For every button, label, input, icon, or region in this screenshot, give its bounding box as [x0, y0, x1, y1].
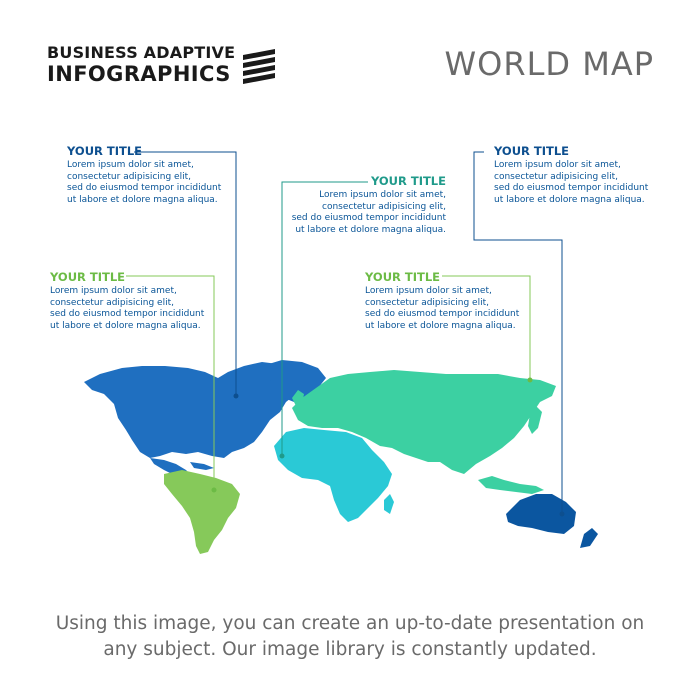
callout-text: Lorem ipsum dolor sit amet, [494, 160, 621, 170]
callout-europe: YOUR TITLE Lorem ipsum dolor sit amet, c… [246, 174, 446, 236]
new-zealand-region[interactable] [580, 528, 598, 548]
callout-text: ut labore et dolore magna aliqua. [365, 320, 516, 331]
callout-south-america: YOUR TITLE Lorem ipsum dolor sit amet, c… [50, 270, 250, 332]
callout-text: sed do eiusmod tempor incididunt [50, 309, 205, 319]
eurasia-region[interactable] [292, 370, 556, 474]
diagonal-stripes-icon [243, 49, 276, 84]
leader-line-north-america [134, 151, 237, 396]
leader-dot-australia [559, 511, 565, 517]
leader-line-australia [473, 151, 563, 514]
callout-text: consectetur adipisicing elit, [322, 201, 446, 212]
callout-text: Lorem ipsum dolor sit amet, [50, 286, 177, 296]
callout-australia: YOUR TITLE Lorem ipsum dolor sit amet, c… [494, 144, 694, 206]
callout-text: consectetur adipisicing elit, [494, 171, 618, 182]
footer-caption: Using this image, you can create an up-t… [20, 611, 680, 663]
greenland-region[interactable] [262, 360, 326, 402]
logo-line2: INFOGRAPHICS [47, 62, 231, 86]
footer-line1: Using this image, you can create an up-t… [55, 613, 645, 634]
logo: BUSINESS ADAPTIVE INFOGRAPHICS [47, 44, 279, 86]
callout-text: sed do eiusmod tempor incididunt [494, 183, 649, 193]
leader-line-south-america [126, 275, 215, 490]
south-america-region[interactable] [164, 470, 240, 554]
callout-title: YOUR TITLE [494, 144, 570, 158]
callout-asia: YOUR TITLE Lorem ipsum dolor sit amet, c… [365, 270, 565, 332]
leader-line-asia [442, 275, 531, 380]
callout-text: sed do eiusmod tempor incididunt [291, 213, 446, 223]
callout-text: Lorem ipsum dolor sit amet, [67, 160, 194, 170]
callout-title: YOUR TITLE [67, 144, 143, 158]
north-america-region[interactable] [84, 362, 320, 458]
callout-text: ut labore et dolore magna aliqua. [295, 224, 446, 235]
australia-region[interactable] [506, 494, 576, 534]
callout-text: consectetur adipisicing elit, [50, 297, 174, 308]
callout-text: consectetur adipisicing elit, [365, 297, 489, 308]
japan-region[interactable] [528, 406, 542, 434]
leader-dot-north-america [233, 393, 239, 399]
callout-title: YOUR TITLE [365, 270, 441, 284]
callout-north-america: YOUR TITLE Lorem ipsum dolor sit amet, c… [67, 144, 267, 206]
callout-text: Lorem ipsum dolor sit amet, [319, 190, 446, 200]
madagascar-region[interactable] [384, 494, 394, 514]
africa-region[interactable] [274, 428, 392, 522]
logo-line1: BUSINESS ADAPTIVE [47, 43, 236, 62]
callout-text: consectetur adipisicing elit, [67, 171, 191, 182]
callout-text: sed do eiusmod tempor incididunt [365, 309, 520, 319]
caribbean-region[interactable] [190, 462, 214, 470]
footer-line2: any subject. Our image library is consta… [103, 639, 597, 660]
callout-title: YOUR TITLE [50, 270, 126, 284]
southeast-asia-islands-region[interactable] [478, 476, 544, 494]
callout-text: ut labore et dolore magna aliqua. [50, 320, 201, 331]
leader-line-europe [281, 181, 368, 456]
callout-text: ut labore et dolore magna aliqua. [494, 194, 645, 205]
british-isles-region[interactable] [292, 390, 304, 406]
callout-text: ut labore et dolore magna aliqua. [67, 194, 218, 205]
page-title: WORLD MAP [444, 45, 654, 83]
callout-title: YOUR TITLE [370, 174, 446, 188]
leader-dot-south-america [211, 487, 217, 493]
callout-text: Lorem ipsum dolor sit amet, [365, 286, 492, 296]
leader-dot-asia [527, 377, 533, 383]
callout-text: sed do eiusmod tempor incididunt [67, 183, 222, 193]
leader-dot-europe [279, 453, 285, 459]
